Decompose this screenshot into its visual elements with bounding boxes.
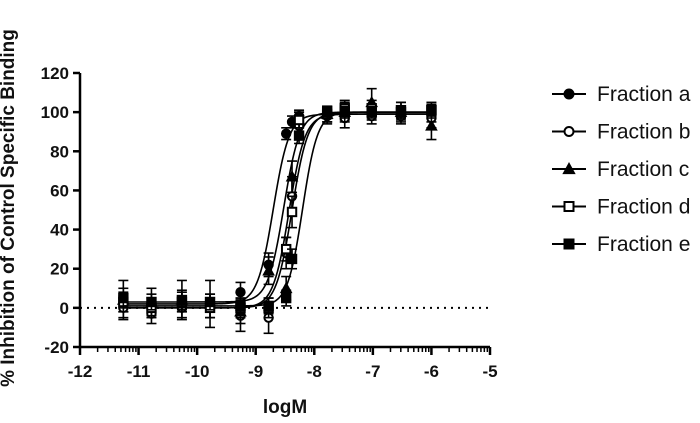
fit-curve — [123, 111, 432, 307]
legend-label: Fraction b — [597, 121, 690, 144]
data-point — [262, 264, 275, 276]
data-point — [285, 170, 299, 182]
series-fraction-e — [118, 103, 437, 315]
fit-curve — [123, 111, 432, 309]
legend-item: Fraction d — [552, 196, 690, 219]
legend-label: Fraction d — [597, 196, 690, 219]
legend-marker — [563, 201, 575, 212]
x-tick-label: -10 — [185, 362, 210, 381]
legend-marker — [563, 88, 575, 100]
data-point — [118, 292, 129, 304]
series-fraction-c — [117, 87, 438, 329]
plot-area — [117, 87, 438, 335]
data-point — [293, 114, 305, 126]
data-point — [286, 253, 298, 265]
data-point — [395, 106, 407, 118]
legend-label: Fraction c — [597, 158, 689, 181]
data-point — [280, 292, 292, 304]
data-point — [321, 106, 333, 118]
y-axis-title: % Inhibition of Control Specific Binding — [0, 29, 19, 387]
data-point — [204, 296, 216, 308]
data-point — [235, 300, 246, 312]
y-tick-label: 120 — [41, 64, 69, 83]
series-fraction-d — [118, 99, 437, 319]
data-point — [176, 294, 188, 306]
data-point — [286, 206, 298, 218]
legend-label: Fraction a — [597, 83, 691, 106]
fit-curve — [123, 113, 432, 305]
data-point — [146, 296, 157, 308]
y-tick-label: 60 — [50, 181, 69, 200]
y-tick-label: 100 — [41, 103, 69, 122]
y-tick-label: -20 — [44, 338, 69, 357]
x-tick-label: -12 — [68, 362, 93, 381]
legend-marker — [563, 238, 575, 250]
y-tick-label: 0 — [60, 299, 69, 318]
x-tick-label: -7 — [365, 362, 380, 381]
data-point — [426, 104, 437, 116]
data-point — [263, 300, 274, 312]
y-tick-label: 40 — [50, 221, 69, 240]
x-tick-label: -5 — [482, 362, 497, 381]
legend-label: Fraction e — [597, 233, 690, 256]
data-point — [280, 128, 292, 139]
legend-marker — [562, 162, 576, 175]
x-axis-title: logM — [263, 397, 307, 418]
data-point — [235, 287, 246, 298]
legend-marker — [563, 126, 575, 137]
y-tick-label: 20 — [50, 260, 69, 279]
data-point — [293, 130, 305, 141]
x-tick-label: -9 — [248, 362, 263, 381]
data-point — [339, 106, 350, 118]
data-point — [366, 106, 377, 118]
x-tick-label: -6 — [424, 362, 439, 381]
x-tick-label: -11 — [127, 362, 151, 381]
legend-item: Fraction a — [552, 83, 691, 106]
legend: Fraction a Fraction b Fraction c Fraction d… — [552, 83, 691, 256]
data-point — [425, 119, 438, 131]
legend-item: Fraction e — [552, 233, 690, 256]
y-tick-label: 80 — [50, 142, 69, 161]
legend-item: Fraction b — [552, 121, 690, 144]
x-tick-label: -8 — [307, 362, 322, 381]
axes: -20 0 20 40 60 80 100 120 -12 -11 -10 -9 -8 -7 -6 -5 — [41, 64, 498, 381]
legend-item: Fraction c — [552, 158, 689, 181]
